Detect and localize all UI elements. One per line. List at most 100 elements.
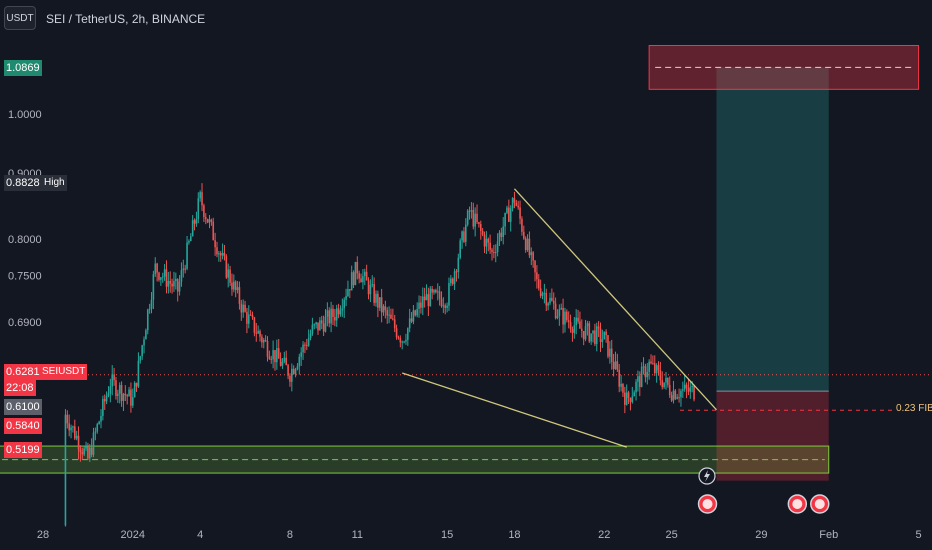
candle [204, 213, 207, 225]
candle-body [244, 304, 246, 312]
candle-body [685, 384, 688, 389]
candle [238, 281, 241, 310]
candle [590, 333, 592, 345]
candle [234, 280, 237, 298]
candle-body [612, 362, 615, 369]
candle-body [549, 297, 551, 304]
candle-body [377, 293, 379, 308]
candle [244, 300, 246, 313]
candle-body [81, 451, 84, 455]
candle [201, 183, 203, 212]
candle [167, 271, 170, 294]
candle [468, 206, 471, 220]
candle-body [262, 340, 265, 343]
candle [624, 386, 626, 414]
candle [124, 385, 127, 402]
candle-body [579, 321, 581, 329]
candle [262, 337, 265, 349]
high-price-tag: 0.8828 [4, 175, 42, 191]
candle [594, 323, 596, 347]
candle [642, 357, 645, 375]
candle-body [77, 435, 80, 450]
candle-body [648, 361, 650, 372]
candle-body [590, 333, 592, 342]
candle-body [163, 269, 166, 277]
candle [610, 339, 613, 370]
candle [197, 192, 200, 224]
candle [459, 238, 461, 260]
candle [687, 378, 690, 396]
candle [560, 303, 563, 310]
zones-layer [0, 44, 932, 481]
currency-button[interactable]: USDT [4, 6, 36, 30]
candle [605, 329, 607, 343]
candle-body [206, 218, 209, 223]
candle [249, 310, 252, 316]
candle-body [577, 317, 579, 322]
candle [399, 335, 402, 348]
candle [320, 315, 323, 330]
event-marker-flag [792, 499, 803, 509]
candle-body [541, 293, 544, 296]
candle [356, 256, 359, 280]
candle-body [616, 361, 619, 370]
candle-body [427, 294, 430, 307]
candle [674, 389, 677, 401]
candle-body [524, 238, 527, 251]
candle [427, 287, 430, 317]
candle-body [532, 252, 534, 261]
candle [554, 297, 557, 320]
candle [83, 445, 85, 457]
trendline-1 [513, 188, 717, 411]
candle-body [302, 344, 304, 353]
time-tick-label: 25 [665, 529, 677, 541]
event-marker-flag [702, 499, 713, 509]
candle-body [543, 292, 546, 294]
candle-body [547, 303, 549, 306]
candle [277, 339, 280, 359]
candle-body [676, 397, 679, 399]
candle [261, 334, 263, 348]
time-tick-label: 4 [197, 529, 203, 541]
candle-body [569, 322, 572, 330]
candle [616, 353, 619, 373]
candle [588, 321, 591, 343]
candle [693, 384, 695, 402]
candle [547, 301, 549, 311]
candle [689, 381, 692, 399]
candle-body [429, 288, 432, 307]
candle-body [197, 198, 200, 220]
candle [478, 221, 480, 228]
candle-body [534, 260, 536, 273]
candle-body [186, 242, 188, 269]
candle [302, 341, 304, 360]
entry-price-tag: 0.6100 [4, 399, 42, 415]
candle-body [369, 285, 372, 295]
candle [676, 394, 679, 400]
candle-body [498, 232, 501, 242]
candle [640, 362, 643, 388]
high-label: High [42, 175, 67, 191]
candle-body [388, 314, 390, 316]
time-axis[interactable]: 28 2024 4 8 11 15 18 22 25 29 Feb 5 [37, 529, 922, 541]
candle-body [345, 296, 347, 300]
candle-body [167, 281, 170, 287]
candle-body [233, 281, 235, 290]
candle-body [393, 319, 396, 329]
candle-body [296, 366, 299, 370]
candle [358, 270, 360, 284]
candle [566, 309, 568, 323]
candle-body [672, 390, 675, 401]
candle [210, 218, 213, 226]
candle [253, 316, 256, 337]
candle [186, 235, 188, 271]
candle [483, 231, 486, 254]
candle-body [609, 348, 611, 357]
candle-body [171, 283, 173, 287]
candle-body [79, 449, 82, 452]
candle [296, 363, 299, 371]
candle-body [693, 385, 695, 400]
candle-body [191, 220, 194, 237]
candle-body [289, 375, 291, 382]
